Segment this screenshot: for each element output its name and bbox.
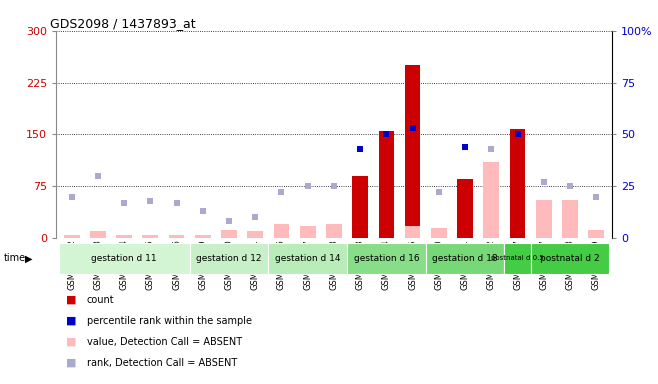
Bar [116,235,132,238]
Bar [562,235,578,238]
Text: gestation d 11: gestation d 11 [91,254,157,263]
Bar [347,243,426,274]
Bar [190,243,268,274]
Bar [195,235,211,238]
Bar [247,235,263,238]
Text: ■: ■ [66,337,76,347]
Bar [143,235,158,238]
Bar [510,129,525,238]
Bar [505,243,530,274]
Bar [64,235,80,238]
Bar [405,65,420,238]
Bar [326,235,342,238]
Bar [90,231,106,238]
Bar [268,243,347,274]
Bar [64,235,80,238]
Bar [221,235,237,238]
Bar [431,228,447,238]
Bar [274,224,290,238]
Bar [274,235,290,238]
Bar [588,235,604,238]
Bar [588,230,604,238]
Text: ■: ■ [66,358,76,368]
Bar [405,226,420,238]
Text: gestation d 12: gestation d 12 [196,254,262,263]
Bar [352,176,368,238]
Bar [168,235,184,238]
Text: time: time [3,253,26,263]
Bar [536,200,551,238]
Bar [457,179,473,238]
Bar [562,200,578,238]
Text: gestation d 16: gestation d 16 [353,254,419,263]
Bar [221,230,237,238]
Text: gestation d 14: gestation d 14 [275,254,340,263]
Bar [143,235,158,238]
Bar [59,243,190,274]
Text: count: count [87,295,114,305]
Text: ▶: ▶ [25,253,32,263]
Bar [530,243,609,274]
Bar [195,235,211,238]
Bar [378,131,394,238]
Bar [484,162,499,238]
Bar [431,235,447,238]
Bar [300,226,316,238]
Text: ■: ■ [66,295,76,305]
Text: ■: ■ [66,316,76,326]
Text: GDS2098 / 1437893_at: GDS2098 / 1437893_at [51,17,196,30]
Bar [484,235,499,238]
Bar [426,243,505,274]
Text: rank, Detection Call = ABSENT: rank, Detection Call = ABSENT [87,358,237,368]
Bar [168,235,184,238]
Bar [536,235,551,238]
Text: value, Detection Call = ABSENT: value, Detection Call = ABSENT [87,337,242,347]
Text: percentile rank within the sample: percentile rank within the sample [87,316,252,326]
Bar [247,231,263,238]
Bar [116,235,132,238]
Bar [300,235,316,238]
Bar [90,235,106,238]
Text: gestation d 18: gestation d 18 [432,254,498,263]
Text: postnatal d 0.5: postnatal d 0.5 [491,255,544,261]
Bar [326,224,342,238]
Text: postnatal d 2: postnatal d 2 [540,254,600,263]
